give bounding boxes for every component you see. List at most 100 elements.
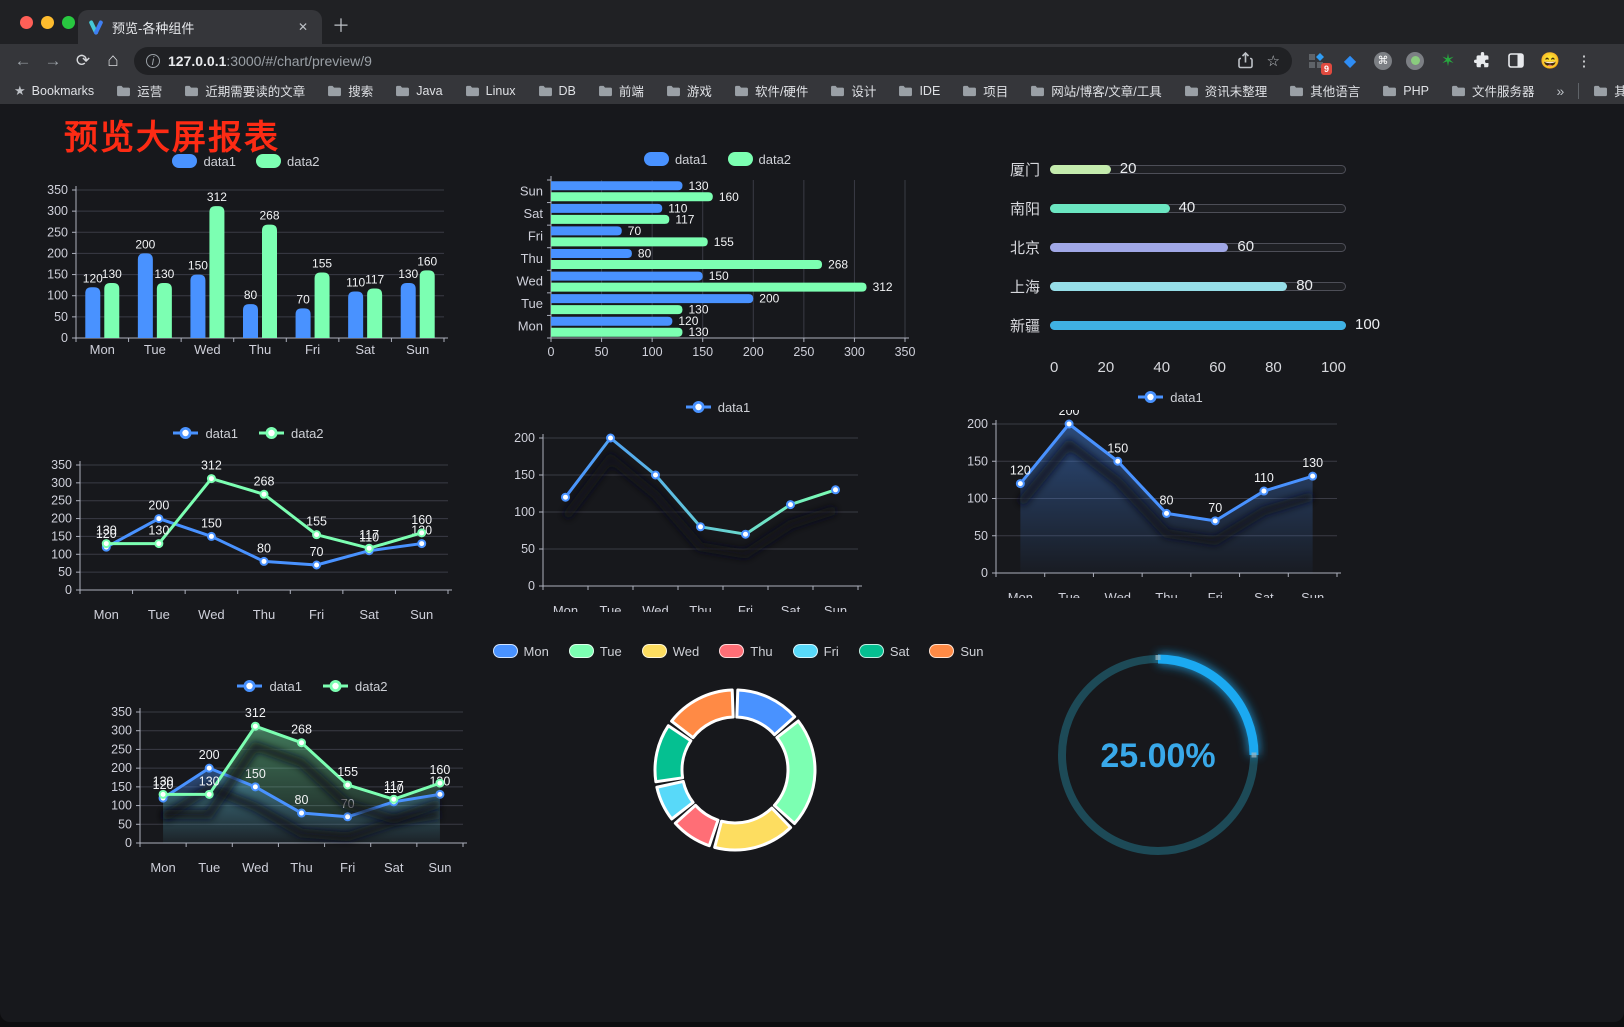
tab-group-extension-icon[interactable]: 9	[1306, 51, 1332, 75]
legend-item-data2[interactable]: data2	[256, 154, 320, 169]
bookmark-folder-item[interactable]: IDE	[898, 84, 940, 98]
bookmark-folder-item[interactable]: 软件/硬件	[734, 81, 808, 100]
profile-avatar[interactable]: 😄	[1540, 52, 1560, 70]
pie-slice-Tue[interactable]	[772, 719, 817, 825]
pie-slice-Wed[interactable]	[713, 806, 793, 852]
bookmark-folder-item[interactable]: 搜索	[327, 81, 373, 100]
legend-item-Wed[interactable]: Wed	[641, 644, 699, 659]
extensions-puzzle-icon[interactable]	[1472, 51, 1492, 71]
legend-item-data2[interactable]: data2	[322, 679, 388, 694]
browser-tab[interactable]: 预览-各种组件 ✕	[78, 10, 322, 44]
bookmark-folder-item[interactable]: 近期需要读的文章	[184, 81, 305, 100]
pie-slice-Sun[interactable]	[670, 688, 735, 740]
bookmark-folder-item[interactable]: 项目	[962, 81, 1008, 100]
folder-icon	[465, 85, 479, 96]
svg-text:Thu: Thu	[1155, 590, 1177, 598]
svg-text:Wed: Wed	[1105, 590, 1132, 598]
bookmark-folder-item[interactable]: 运营	[116, 81, 162, 100]
bookmarks-manager-item[interactable]: ★ Bookmarks	[14, 83, 94, 99]
data-point	[154, 539, 164, 549]
bookmark-folder-item[interactable]: 网站/博客/文章/工具	[1030, 81, 1162, 100]
svg-text:250: 250	[793, 345, 814, 359]
tab-close-icon[interactable]: ✕	[297, 20, 308, 34]
pie-slice-Fri[interactable]	[655, 779, 695, 821]
legend-item-data1[interactable]: data1	[172, 154, 236, 169]
bookmark-folder-item[interactable]: PHP	[1382, 84, 1429, 98]
legend-item-Sun[interactable]: Sun	[929, 644, 983, 659]
gauge-progress-chart: 25.00%	[1048, 645, 1268, 865]
data-point	[606, 433, 615, 443]
bookmark-folder-item[interactable]: 其他语言	[1289, 81, 1360, 100]
bar	[551, 181, 683, 191]
pie-slice-Sat[interactable]	[653, 724, 693, 784]
site-info-icon[interactable]: i	[146, 53, 160, 68]
legend-label: Tue	[599, 643, 622, 659]
minimize-window-button[interactable]	[41, 16, 54, 29]
bookmark-label: DB	[558, 83, 576, 98]
legend-item-Tue[interactable]: Tue	[568, 643, 622, 659]
browser-menu-icon[interactable]: ⋮	[1576, 52, 1592, 70]
new-tab-button[interactable]: ＋	[332, 16, 350, 36]
two-series-area-chart: data1 data2 0 50 100 150 200 250 300 350 Mon Tue We…	[102, 675, 522, 893]
svg-text:200: 200	[148, 499, 169, 513]
bookmarks-overflow-chevron[interactable]: »	[1556, 82, 1565, 99]
pie-slice-Mon[interactable]	[735, 688, 797, 737]
folder-icon	[1290, 85, 1304, 96]
other-bookmarks-item[interactable]: 其他书签	[1593, 81, 1624, 100]
svg-text:200: 200	[111, 761, 132, 775]
svg-text:100: 100	[967, 492, 988, 506]
forward-icon[interactable]: →	[44, 50, 62, 70]
recorder-extension-icon[interactable]	[1406, 51, 1424, 70]
bookmark-folder-item[interactable]: Linux	[465, 84, 516, 98]
svg-text:Wed: Wed	[198, 607, 225, 622]
axis-tick-label: 80	[1265, 359, 1282, 376]
axis-tick-label: 20	[1097, 359, 1115, 376]
legend-label: Mon	[523, 643, 549, 659]
capsule-label: 北京	[1009, 240, 1040, 257]
reload-icon[interactable]: ⟳	[75, 50, 91, 70]
command-extension-icon[interactable]: ⌘	[1374, 51, 1392, 70]
close-window-button[interactable]	[20, 16, 33, 29]
side-panel-icon[interactable]	[1506, 51, 1526, 71]
bookmark-folder-item[interactable]: DB	[538, 84, 576, 98]
chart-legend: data1 data2	[42, 422, 454, 444]
legend-item-Thu[interactable]: Thu	[719, 644, 773, 659]
data-point	[158, 789, 168, 799]
legend-item-data1[interactable]: data1	[1137, 390, 1203, 405]
bookmark-folder-item[interactable]: 资讯未整理	[1184, 81, 1267, 100]
svg-text:350: 350	[111, 705, 132, 719]
capsule-value: 60	[1237, 238, 1255, 255]
legend-item-data1[interactable]: data1	[172, 426, 238, 441]
legend-item-data1[interactable]: data1	[685, 400, 750, 415]
bookmark-folder-item[interactable]: 前端	[598, 81, 644, 100]
zoom-window-button[interactable]	[62, 16, 75, 29]
legend-item-data2[interactable]: data2	[727, 152, 791, 167]
legend-item-data2[interactable]: data2	[258, 426, 324, 441]
legend-item-data1[interactable]: data1	[643, 152, 708, 167]
bookmark-star-icon[interactable]: ☆	[1266, 52, 1280, 70]
bookmark-folder-item[interactable]: 游戏	[666, 81, 712, 100]
bookmarks-divider	[1578, 82, 1580, 99]
address-bar[interactable]: i 127.0.0.1:3000/#/chart/preview/9 ☆	[134, 46, 1292, 75]
data-point	[831, 485, 840, 495]
gem-extension-icon[interactable]: ◆	[1343, 52, 1357, 70]
legend-item-Mon[interactable]: Mon	[492, 643, 549, 659]
pie-slice-Thu[interactable]	[673, 803, 720, 848]
legend-item-Fri[interactable]: Fri	[792, 644, 839, 659]
data-point	[297, 808, 306, 818]
folder-icon	[1451, 85, 1465, 96]
bookmark-folder-item[interactable]: Java	[395, 84, 443, 98]
svg-text:70: 70	[628, 224, 642, 238]
legend-label: Sat	[889, 643, 910, 659]
home-icon[interactable]: ⌂	[107, 49, 119, 71]
back-icon[interactable]: ←	[14, 50, 32, 70]
svg-text:350: 350	[47, 183, 68, 197]
green-star-extension-icon[interactable]: ✶	[1440, 50, 1456, 70]
bookmark-folder-item[interactable]: 设计	[830, 81, 876, 100]
record-dot-icon	[1410, 56, 1420, 65]
legend-item-data1[interactable]: data1	[236, 679, 302, 694]
share-icon[interactable]	[1237, 51, 1253, 69]
legend-item-Sat[interactable]: Sat	[858, 643, 910, 659]
svg-text:130: 130	[688, 325, 708, 339]
bookmark-folder-item[interactable]: 文件服务器	[1451, 81, 1534, 100]
